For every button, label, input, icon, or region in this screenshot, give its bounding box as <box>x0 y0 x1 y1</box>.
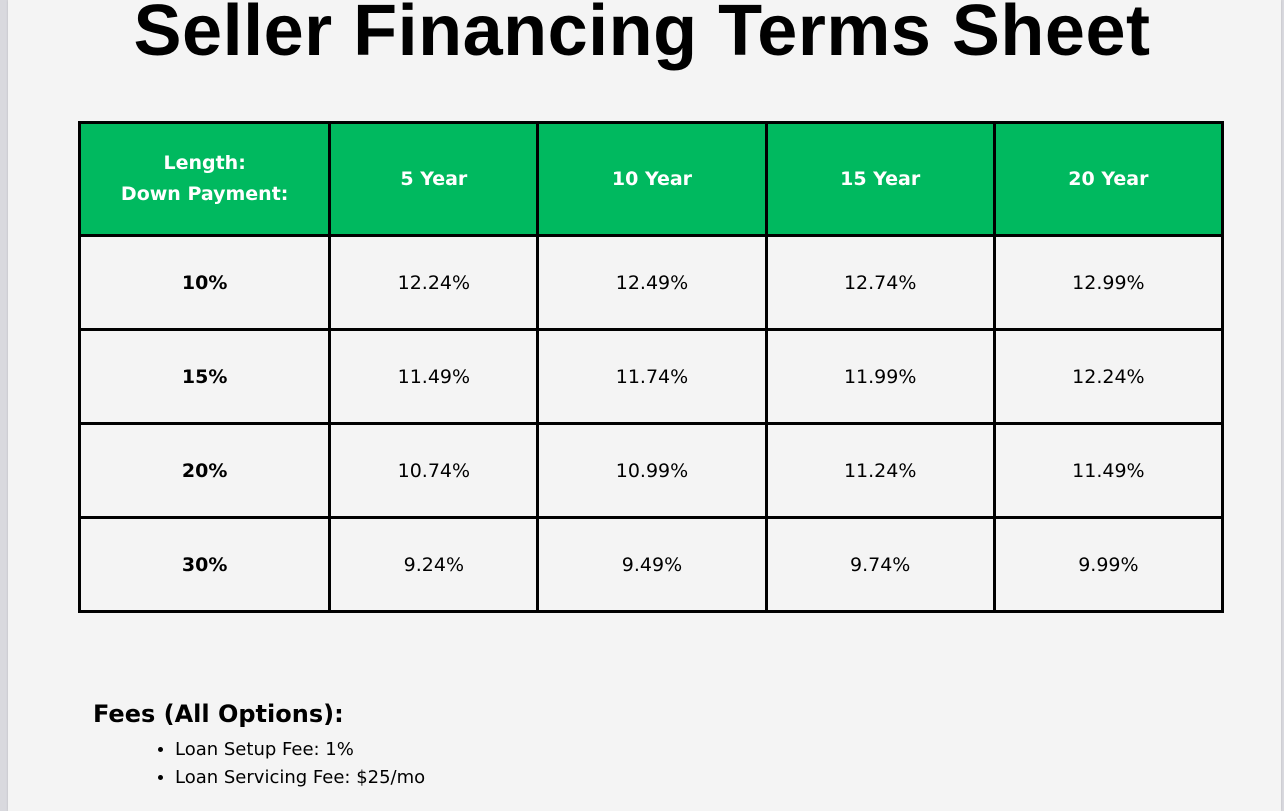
rate-cell: 12.24% <box>328 234 540 331</box>
rate-cell: 11.49% <box>992 422 1225 519</box>
rate-cell: 11.99% <box>764 328 996 425</box>
column-header: 20 Year <box>992 121 1225 237</box>
rate-cell: 12.99% <box>992 234 1225 331</box>
rate-cell: 11.49% <box>328 328 540 425</box>
column-header: 10 Year <box>536 121 768 237</box>
table-row: 20% 10.74% 10.99% 11.24% 11.49% <box>77 422 1225 519</box>
down-payment-label: Down Payment: <box>120 183 289 205</box>
rate-cell: 12.49% <box>536 234 768 331</box>
financing-terms-table: Length: Down Payment: 5 Year 10 Year 15 … <box>77 121 1225 613</box>
rate-cell: 11.74% <box>536 328 768 425</box>
rate-cell: 9.99% <box>992 516 1225 613</box>
rate-cell: 9.74% <box>764 516 996 613</box>
fees-section: Fees (All Options): Loan Setup Fee: 1% L… <box>93 700 425 792</box>
rate-cell: 10.99% <box>536 422 768 519</box>
row-label: 30% <box>77 516 332 613</box>
rate-cell: 9.49% <box>536 516 768 613</box>
row-label: 15% <box>77 328 332 425</box>
rate-cell: 11.24% <box>764 422 996 519</box>
rate-cell: 10.74% <box>328 422 540 519</box>
row-label: 10% <box>77 234 332 331</box>
fees-list: Loan Setup Fee: 1% Loan Servicing Fee: $… <box>93 736 425 792</box>
rate-cell: 9.24% <box>328 516 540 613</box>
corner-header: Length: Down Payment: <box>77 121 332 237</box>
table-row: 10% 12.24% 12.49% 12.74% 12.99% <box>77 234 1225 331</box>
column-header: 5 Year <box>328 121 540 237</box>
table-row: 30% 9.24% 9.49% 9.74% 9.99% <box>77 516 1225 613</box>
table-row: 15% 11.49% 11.74% 11.99% 12.24% <box>77 328 1225 425</box>
rate-cell: 12.74% <box>764 234 996 331</box>
page-title: Seller Financing Terms Sheet <box>133 0 1151 71</box>
length-label: Length: <box>163 152 246 174</box>
list-item: Loan Setup Fee: 1% <box>175 736 425 764</box>
list-item: Loan Servicing Fee: $25/mo <box>175 764 425 792</box>
document-page: Seller Financing Terms Sheet Length: Dow… <box>8 0 1281 811</box>
table-header-row: Length: Down Payment: 5 Year 10 Year 15 … <box>77 121 1225 237</box>
fees-heading: Fees (All Options): <box>93 700 344 728</box>
column-header: 15 Year <box>764 121 996 237</box>
row-label: 20% <box>77 422 332 519</box>
rate-cell: 12.24% <box>992 328 1225 425</box>
